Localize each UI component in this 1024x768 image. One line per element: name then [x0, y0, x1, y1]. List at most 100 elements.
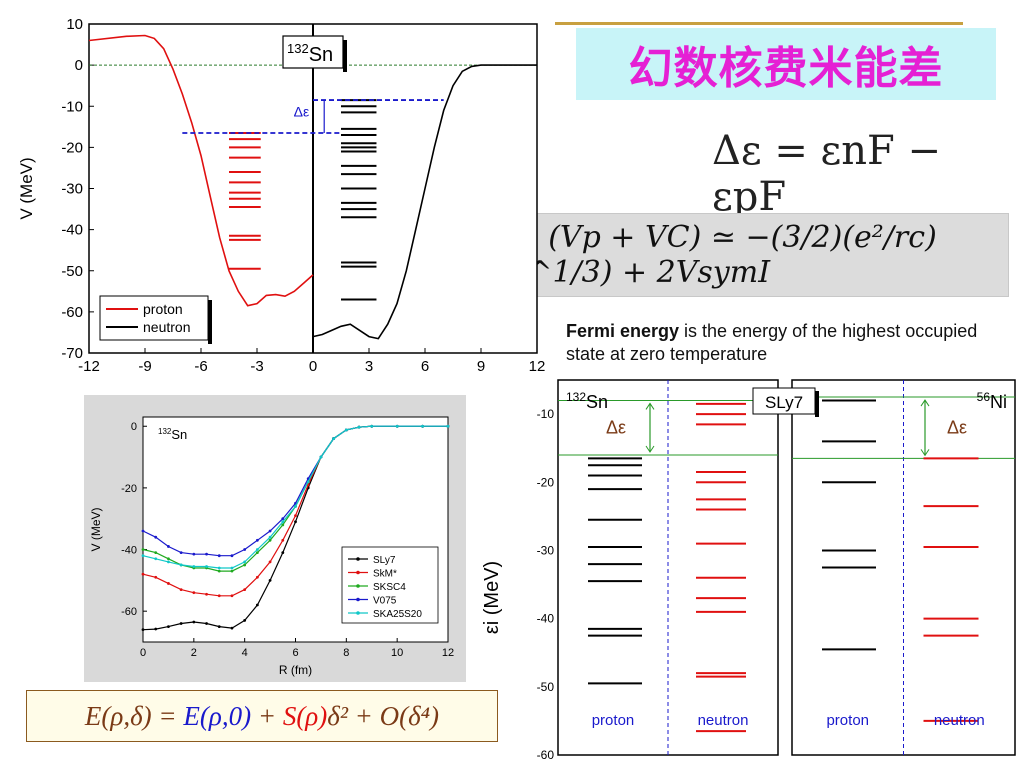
x-tick-label-1: 2	[191, 647, 197, 659]
point-SLy7-9	[255, 603, 259, 607]
point-SKSC4-8	[243, 563, 247, 567]
y-tick-label-3: -60	[121, 606, 137, 618]
proton-label-1: proton	[826, 712, 869, 729]
fermi-definition: Fermi energy is the energy of the highes…	[566, 320, 1006, 366]
point-V075-9	[255, 538, 259, 542]
nucleus-label-0: 132Sn	[566, 390, 608, 412]
fermi-term: Fermi energy	[566, 321, 680, 341]
title-box: 幻数核费米能差	[576, 28, 996, 100]
legend-shadow	[208, 300, 212, 344]
point-SkM*-8	[243, 588, 247, 592]
y-tick-label-7: -60	[61, 304, 83, 321]
x-tick-label-2: 4	[242, 647, 248, 659]
legend-label-SKA25S20: SKA25S20	[373, 609, 422, 620]
x-tick-label-7: 9	[477, 358, 485, 375]
x-tick-label-5: 3	[365, 358, 373, 375]
legend-label-SLy7: SLy7	[373, 555, 396, 566]
fermi-difference-equation: Δε = εnF − εpF	[712, 128, 1024, 220]
x-tick-label-1: -9	[138, 358, 151, 375]
point-SLy7-5	[205, 622, 208, 625]
y-axis-label: V (MeV)	[89, 507, 103, 551]
point-SkM*-1	[154, 575, 158, 579]
point-SkM*-4	[192, 591, 196, 595]
point-SkM*-2	[167, 582, 170, 585]
point-SLy7-12	[294, 520, 297, 524]
delta-label-0: Δε	[606, 418, 626, 438]
nucleus-label-shadow	[343, 40, 347, 72]
point-V075-3	[179, 551, 183, 555]
point-SKA25S20-17	[357, 425, 361, 429]
legend-label-SKSC4: SKSC4	[373, 582, 406, 593]
x-tick-label-0: -12	[78, 358, 100, 375]
point-SkM*-9	[255, 575, 259, 579]
point-SKSC4-6	[217, 569, 221, 573]
point-SLy7-2	[167, 625, 170, 628]
point-SKA25S20-14	[319, 455, 323, 459]
legend-marker-SLy7	[356, 557, 360, 561]
delta-arrow-head-top-1	[920, 399, 930, 407]
y-tick-label-0: -10	[537, 407, 555, 421]
neutron-label-0: neutron	[698, 712, 749, 729]
nucleus-label: 132Sn	[158, 427, 187, 442]
point-SKA25S20-9	[255, 548, 259, 551]
model-label-shadow	[815, 391, 819, 417]
point-SKA25S20-12	[294, 504, 297, 508]
y-tick-label-2: -30	[537, 543, 555, 557]
legend-box	[99, 295, 209, 341]
series-proton	[88, 34, 314, 307]
y-tick-label-1: 0	[75, 57, 83, 74]
delta-label: Δε	[294, 104, 310, 120]
point-V075-0	[141, 529, 145, 533]
legend-label-neutron: neutron	[143, 319, 190, 335]
point-SKSC4-9	[255, 551, 259, 555]
point-SLy7-6	[217, 625, 221, 628]
title-top-rule	[555, 22, 963, 25]
delta-arrow-head-bottom-1	[920, 449, 930, 457]
point-SkM*-6	[217, 594, 221, 598]
y-tick-label-4: -50	[537, 680, 555, 694]
legend-marker-SkM*	[356, 570, 360, 575]
point-V075-11	[281, 517, 285, 521]
point-SKA25S20-0	[141, 554, 145, 558]
point-SKA25S20-3	[179, 563, 183, 567]
point-SKA25S20-2	[167, 560, 170, 564]
x-tick-label-2: -6	[194, 358, 207, 375]
point-SKA25S20-15	[332, 437, 336, 440]
model-label: SLy7	[765, 393, 803, 412]
eq-energy-p3: +	[251, 700, 283, 731]
point-V075-4	[192, 552, 196, 556]
y-axis-label: V (MeV)	[17, 157, 36, 219]
y-tick-label-0: 10	[66, 16, 83, 33]
point-SLy7-1	[154, 627, 158, 631]
y-axis-label: εi (MeV)	[481, 561, 503, 634]
point-V075-6	[217, 554, 221, 558]
point-SKA25S20-16	[344, 428, 348, 432]
y-tick-label-1: -20	[537, 475, 555, 489]
x-tick-label-4: 0	[309, 358, 317, 375]
legend-marker-V075	[356, 597, 360, 602]
legend-label-V075: V075	[373, 596, 397, 607]
nucleus-label-1: 56Ni	[977, 390, 1007, 412]
point-SKSC4-10	[268, 538, 272, 542]
x-tick-label-6: 6	[421, 358, 429, 375]
point-SKA25S20-13	[306, 480, 310, 484]
point-SKA25S20-1	[154, 557, 158, 561]
x-axis-label: R (fm)	[279, 663, 312, 677]
point-V075-1	[154, 535, 158, 539]
point-SkM*-10	[268, 560, 272, 564]
x-tick-label-3: -3	[250, 358, 263, 375]
point-SKA25S20-8	[243, 560, 247, 564]
point-SkM*-7	[230, 594, 234, 598]
fermi-difference-text: Δε = εnF − εpF	[712, 128, 942, 220]
point-SLy7-11	[281, 551, 285, 555]
eq-energy-p5: δ² + O(δ⁴)	[327, 700, 440, 731]
point-SLy7-3	[179, 622, 183, 625]
point-V075-5	[205, 552, 208, 556]
legend-label-SkM*: SkM*	[373, 569, 397, 580]
skyrme-comparison-chart: 0 2 4 6 8 10 12 0 -20 -40 -60 R (fm) V (MeV) 132Sn SLy…	[84, 395, 466, 682]
point-V075-8	[243, 548, 247, 551]
point-SLy7-8	[243, 619, 247, 622]
y-tick-label-2: -40	[121, 545, 137, 557]
eq-energy-p4: S(ρ)	[282, 700, 328, 731]
series-neutron	[312, 64, 537, 340]
